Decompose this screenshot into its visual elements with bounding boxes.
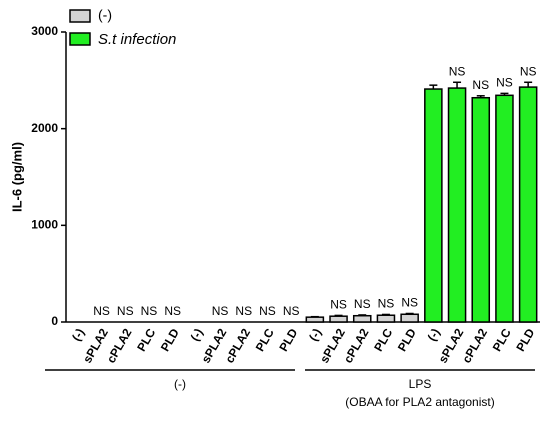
significance-label: NS [472,78,489,92]
significance-label: NS [496,76,513,90]
y-axis-label: IL-6 (pg/ml) [9,142,24,212]
significance-label: NS [401,296,418,310]
y-tick-label: 2000 [31,121,58,135]
significance-label: NS [212,304,229,318]
bar [376,314,396,323]
x-tick-label: PLD [513,326,537,354]
x-tick-label: (-) [69,326,87,343]
x-tick-label: PLC [490,326,514,354]
x-tick-label: PLC [134,326,158,354]
bar [495,94,514,323]
bar [471,96,491,323]
legend-swatch [69,9,91,23]
legend-swatch [69,32,91,46]
legend-label: S.t infection [98,31,176,48]
group-label: LPS [409,377,432,391]
significance-label: NS [117,304,134,318]
significance-label: NS [164,304,181,318]
y-tick-label: 0 [51,314,58,328]
x-tick-label: PLD [276,326,300,354]
significance-label: NS [283,304,300,318]
significance-label: NS [449,64,466,78]
y-tick-label: 1000 [31,218,58,232]
group-sublabel: (OBAA for PLA2 antagonist) [345,395,494,409]
bar [447,87,467,323]
bar [305,316,325,323]
significance-label: NS [93,304,110,318]
x-tick-label: PLD [158,326,182,354]
x-tick-label: (-) [306,326,324,343]
bar [424,88,443,323]
significance-label: NS [141,304,158,318]
bar [518,86,538,323]
y-tick-label: 3000 [31,24,58,38]
legend-label: (-) [98,7,112,23]
significance-label: NS [520,64,537,78]
significance-label: NS [235,304,252,318]
x-tick-label: (-) [188,326,206,343]
x-tick-label: (-) [425,326,443,343]
bar [352,314,372,323]
group-label: (-) [174,377,186,391]
bar [329,315,348,323]
significance-label: NS [354,297,371,311]
x-tick-label: PLC [253,326,277,354]
bar [400,313,419,323]
significance-label: NS [378,297,395,311]
x-tick-label: PLD [395,326,419,354]
significance-label: NS [330,298,347,312]
significance-label: NS [259,304,276,318]
x-tick-label: PLC [371,326,395,354]
